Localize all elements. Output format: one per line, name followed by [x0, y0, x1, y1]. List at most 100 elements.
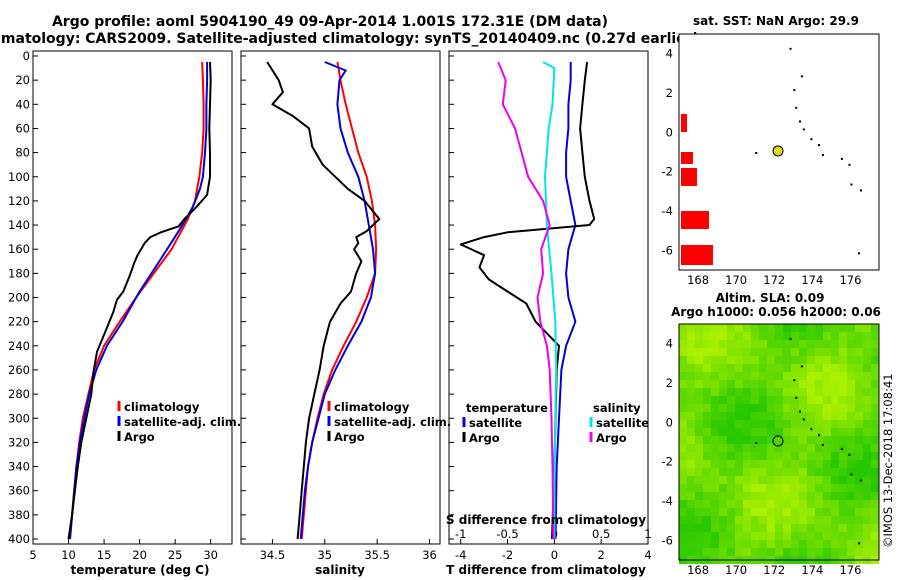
sla-cell: [815, 508, 823, 516]
sla-cell: [719, 364, 727, 372]
sla-cell: [775, 332, 783, 340]
sla-cell: [863, 380, 871, 388]
sla-cell: [695, 500, 703, 508]
sla-cell: [799, 404, 807, 412]
sla-cell: [711, 380, 719, 388]
sla-cell: [735, 548, 743, 556]
sla-cell: [823, 492, 831, 500]
island-speck: [850, 473, 853, 476]
sla-cell: [759, 532, 767, 540]
island-speck: [800, 75, 803, 78]
sla-cell: [735, 476, 743, 484]
sla-cell: [807, 340, 815, 348]
sla-cell: [863, 372, 871, 380]
sla-cell: [751, 484, 759, 492]
sla-cell: [759, 508, 767, 516]
sla-cell: [863, 324, 871, 332]
sla-cell: [831, 420, 839, 428]
sla-cell: [751, 492, 759, 500]
sla-cell: [791, 532, 799, 540]
sla-cell: [711, 388, 719, 396]
sla-cell: [799, 324, 807, 332]
sla-cell: [791, 452, 799, 460]
series-line-satellite-adj-clim-: [299, 61, 377, 540]
sla-cell: [823, 524, 831, 532]
sla-cell: [695, 508, 703, 516]
sla-cell: [743, 348, 751, 356]
sla-cell: [847, 500, 855, 508]
sla-cell: [687, 548, 695, 556]
x-tick-top-label: -1: [455, 527, 466, 541]
island-speck: [848, 453, 851, 456]
sla-cell: [727, 444, 735, 452]
y-tick-label: 400: [8, 532, 30, 546]
y-tick-label: 140: [8, 218, 30, 232]
sla-cell: [815, 396, 823, 404]
sla-cell: [695, 484, 703, 492]
sla-cell: [743, 468, 751, 476]
sla-cell: [863, 420, 871, 428]
y-tick-label: 80: [15, 146, 30, 160]
sla-cell: [751, 436, 759, 444]
sla-cell: [711, 532, 719, 540]
sla-cell: [839, 452, 847, 460]
sla-cell: [807, 460, 815, 468]
sla-cell: [775, 468, 783, 476]
series-line-argo: [266, 61, 381, 540]
sla-cell: [847, 484, 855, 492]
sla-cell: [767, 324, 775, 332]
sla-cell: [831, 436, 839, 444]
y-tick-label: 360: [8, 484, 30, 498]
sla-cell: [719, 452, 727, 460]
sla-cell: [711, 372, 719, 380]
sla-cell: [863, 460, 871, 468]
x-tick-label: -2: [502, 548, 513, 562]
sla-cell: [847, 516, 855, 524]
sla-cell: [719, 404, 727, 412]
map-y-tick-label: 4: [666, 47, 673, 61]
sla-cell: [679, 420, 687, 428]
sla-cell: [847, 532, 855, 540]
sla-cell: [863, 428, 871, 436]
island-speck: [821, 444, 824, 446]
sla-cell: [759, 548, 767, 556]
sla-cell: [807, 404, 815, 412]
sla-cell: [719, 524, 727, 532]
map-y-tick-label: 2: [666, 86, 673, 100]
sla-cell: [823, 428, 831, 436]
sla-cell: [695, 548, 703, 556]
sla-cell: [791, 332, 799, 340]
sla-cell: [855, 548, 863, 556]
sla-cell: [703, 356, 711, 364]
sla-cell: [775, 388, 783, 396]
sla-cell: [727, 436, 735, 444]
sla-cell: [823, 436, 831, 444]
island-speck: [810, 428, 813, 431]
sla-cell: [871, 468, 879, 476]
sla-cell: [839, 372, 847, 380]
sla-cell: [767, 372, 775, 380]
sla-cell: [775, 476, 783, 484]
sla-cell: [847, 508, 855, 516]
sla-cell: [695, 540, 703, 548]
sla-cell: [831, 460, 839, 468]
map-x-tick-label: 174: [801, 563, 823, 577]
sla-cell: [735, 372, 743, 380]
sla-cell: [703, 380, 711, 388]
sla-cell: [767, 492, 775, 500]
sla-cell: [783, 348, 791, 356]
x-tick-top-label: 1: [644, 527, 651, 541]
sla-cell: [767, 444, 775, 452]
sla-cell: [831, 476, 839, 484]
sla-cell: [727, 388, 735, 396]
sla-cell: [679, 332, 687, 340]
difference-xlabel: T difference from climatology: [446, 563, 646, 577]
sla-cell: [823, 412, 831, 420]
sla-cell: [831, 396, 839, 404]
sla-cell: [735, 540, 743, 548]
sla-cell: [807, 516, 815, 524]
sla-cell: [807, 412, 815, 420]
sla-cell: [855, 412, 863, 420]
sla-cell: [791, 436, 799, 444]
sla-cell: [743, 324, 751, 332]
